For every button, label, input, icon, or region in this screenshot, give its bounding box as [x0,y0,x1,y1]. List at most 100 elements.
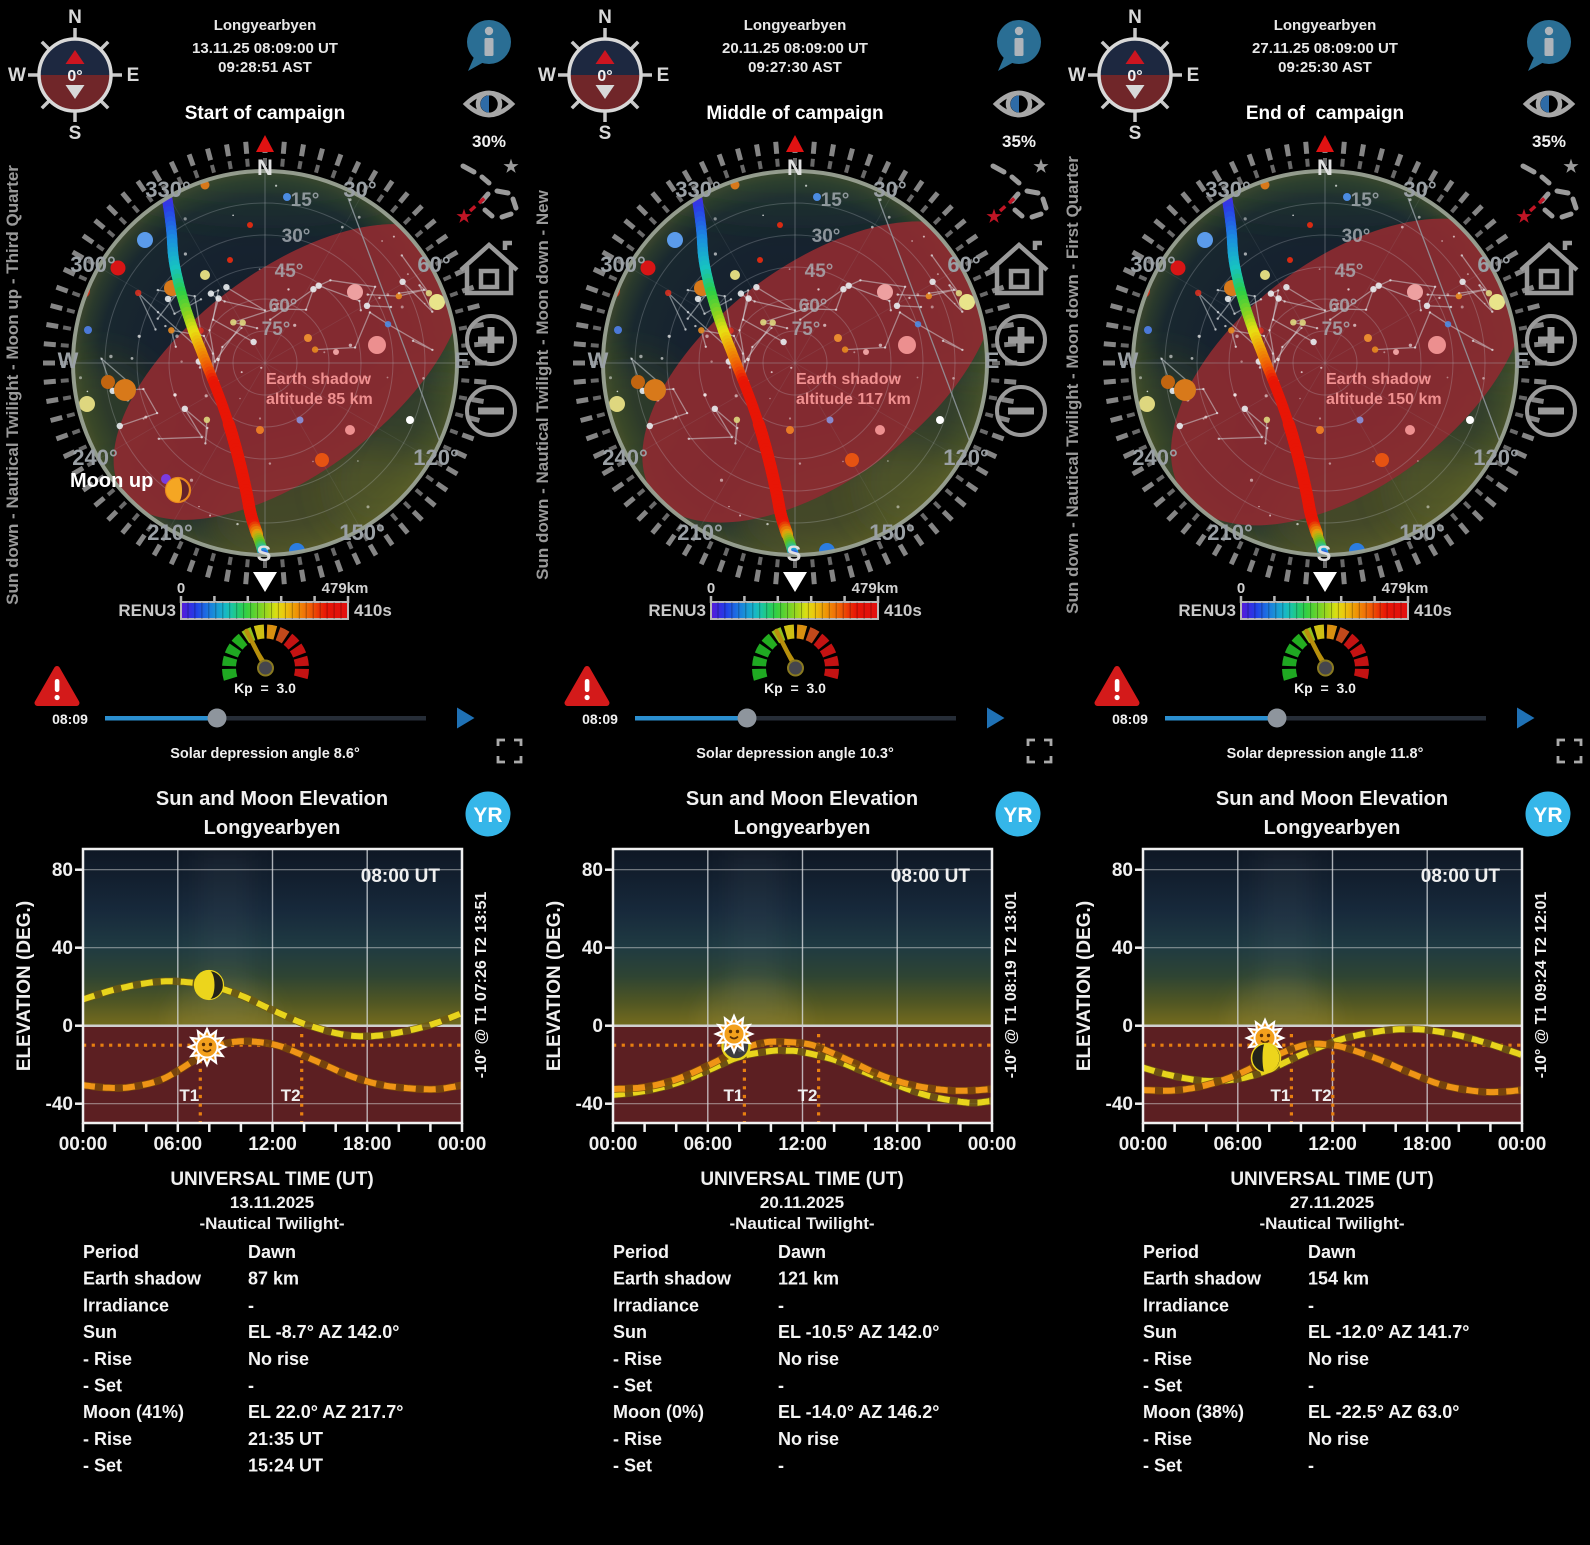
svg-text:-40: -40 [576,1094,603,1115]
svg-text:★: ★ [1563,157,1579,176]
svg-text:E: E [127,65,140,86]
svg-text:N: N [257,155,273,180]
svg-text:60°: 60° [269,296,298,317]
svg-text:150°: 150° [869,520,915,545]
svg-text:45°: 45° [805,261,834,282]
svg-text:150°: 150° [339,520,385,545]
svg-text:0: 0 [592,1016,603,1037]
svg-text:Longyearbyen: Longyearbyen [744,17,847,34]
svg-text:15°: 15° [821,190,850,211]
svg-text:08:00 UT: 08:00 UT [361,866,441,887]
svg-text:-: - [778,1376,784,1396]
svg-text:30°: 30° [873,177,906,202]
svg-text:- Rise: - Rise [1143,1429,1192,1449]
svg-text:40: 40 [52,938,73,959]
svg-text:08:00 UT: 08:00 UT [1421,866,1501,887]
svg-text:09:28:51 AST: 09:28:51 AST [218,59,312,76]
svg-text:300°: 300° [70,252,116,277]
svg-text:08:09: 08:09 [52,711,88,727]
svg-text:Earth shadow: Earth shadow [796,371,901,388]
svg-text:30°: 30° [1403,177,1436,202]
svg-text:W: W [588,348,609,373]
svg-text:18:00: 18:00 [343,1134,392,1155]
svg-text:Sun down - Nautical Twilight -: Sun down - Nautical Twilight - Moon up -… [3,165,22,605]
svg-text:30°: 30° [282,226,311,247]
svg-text:Longyearbyen: Longyearbyen [214,17,317,34]
svg-text:300°: 300° [600,252,646,277]
svg-text:-10° @ T1 08:19 T2 13:01: -10° @ T1 08:19 T2 13:01 [1003,892,1020,1079]
svg-text:-: - [1308,1295,1314,1315]
svg-text:E: E [1515,348,1530,373]
svg-text:- Set: - Set [83,1376,122,1396]
svg-text:210°: 210° [1207,520,1253,545]
svg-text:-10° @ T1 09:24 T2 12:01: -10° @ T1 09:24 T2 12:01 [1533,892,1550,1079]
svg-text:ELEVATION (DEG.): ELEVATION (DEG.) [544,901,565,1071]
svg-text:150°: 150° [1399,520,1445,545]
svg-text:120°: 120° [943,445,989,470]
svg-text:15°: 15° [291,190,320,211]
svg-text:★: ★ [1033,157,1049,176]
svg-text:60°: 60° [799,296,828,317]
svg-text:altitude 150 km: altitude 150 km [1326,391,1442,408]
svg-text:330°: 330° [675,177,721,202]
svg-text:13.11.2025: 13.11.2025 [230,1193,314,1212]
svg-text:No rise: No rise [1308,1349,1369,1369]
svg-text:W: W [538,65,556,86]
svg-text:210°: 210° [147,520,193,545]
svg-text:-: - [248,1295,254,1315]
svg-text:No rise: No rise [1308,1429,1369,1449]
svg-text:12:00: 12:00 [248,1134,297,1155]
svg-text:EL -22.5° AZ 63.0°: EL -22.5° AZ 63.0° [1308,1402,1459,1422]
svg-text:EL -12.0° AZ 141.7°: EL -12.0° AZ 141.7° [1308,1322,1469,1342]
svg-text:S: S [787,541,802,566]
svg-text:Kp = 3.0: Kp = 3.0 [764,680,826,696]
svg-text:Sun: Sun [613,1322,647,1342]
svg-text:S: S [69,123,82,144]
svg-text:ELEVATION (DEG.): ELEVATION (DEG.) [1074,901,1095,1071]
svg-text:18:00: 18:00 [1403,1134,1452,1155]
svg-text:06:00: 06:00 [1213,1134,1262,1155]
svg-text:08:09: 08:09 [582,711,618,727]
svg-text:27.11.2025: 27.11.2025 [1290,1193,1374,1212]
svg-text:No rise: No rise [248,1349,309,1369]
svg-text:12:00: 12:00 [1308,1134,1357,1155]
svg-text:06:00: 06:00 [153,1134,202,1155]
svg-text:Earth shadow: Earth shadow [266,371,371,388]
svg-text:ELEVATION (DEG.): ELEVATION (DEG.) [14,901,35,1071]
svg-text:Kp = 3.0: Kp = 3.0 [234,680,296,696]
svg-text:EL -8.7° AZ 142.0°: EL -8.7° AZ 142.0° [248,1322,399,1342]
svg-text:E: E [1187,65,1200,86]
svg-text:121 km: 121 km [778,1269,839,1289]
svg-text:60°: 60° [417,252,450,277]
svg-text:330°: 330° [1205,177,1251,202]
svg-text:Irradiance: Irradiance [1143,1295,1229,1315]
svg-text:Sun down - Nautical Twilight -: Sun down - Nautical Twilight - Moon down… [533,189,552,579]
svg-text:No rise: No rise [778,1429,839,1449]
svg-text:0°: 0° [1127,68,1142,85]
svg-text:45°: 45° [1335,261,1364,282]
svg-text:-: - [1308,1456,1314,1476]
svg-text:40: 40 [582,938,603,959]
svg-text:30°: 30° [343,177,376,202]
svg-text:09:27:30 AST: 09:27:30 AST [748,59,842,76]
svg-text:-Nautical Twilight-: -Nautical Twilight- [199,1214,344,1233]
svg-text:N: N [787,155,803,180]
svg-text:08:09: 08:09 [1112,711,1148,727]
svg-text:80: 80 [582,860,603,881]
svg-text:330°: 330° [145,177,191,202]
svg-text:Earth shadow: Earth shadow [1143,1269,1262,1289]
svg-text:300°: 300° [1130,252,1176,277]
svg-text:-: - [778,1456,784,1476]
svg-text:Moon (0%): Moon (0%) [613,1402,704,1422]
svg-text:40: 40 [1112,938,1133,959]
svg-text:T2: T2 [798,1086,818,1105]
svg-text:S: S [1129,123,1142,144]
svg-text:09:25:30 AST: 09:25:30 AST [1278,59,1372,76]
svg-text:00:00: 00:00 [1119,1134,1168,1155]
svg-text:120°: 120° [1473,445,1519,470]
svg-text:-Nautical Twilight-: -Nautical Twilight- [729,1214,874,1233]
svg-text:T2: T2 [281,1086,301,1105]
svg-text:Earth shadow: Earth shadow [83,1269,202,1289]
svg-text:Sun: Sun [1143,1322,1177,1342]
svg-text:N: N [1317,155,1333,180]
